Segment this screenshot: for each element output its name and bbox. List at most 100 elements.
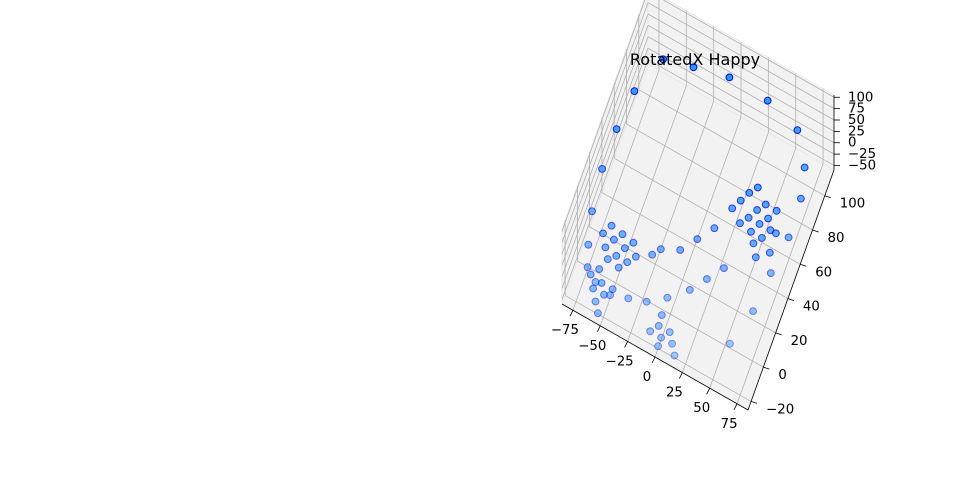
data-point	[726, 339, 734, 348]
z-gridline	[561, 59, 649, 300]
x-gridline	[599, 85, 687, 326]
data-point	[753, 206, 761, 214]
data-point	[607, 221, 616, 230]
data-point	[614, 263, 623, 272]
z-tick-label: −50	[848, 159, 876, 174]
z-tick-label: 75	[848, 102, 865, 117]
data-point	[630, 87, 639, 95]
y-gridline	[626, 123, 813, 231]
y-tick-mark	[787, 298, 795, 301]
data-point	[703, 275, 711, 283]
data-point	[736, 219, 744, 228]
data-point	[589, 284, 597, 293]
data-point	[583, 263, 592, 272]
x-gridline	[627, 101, 715, 342]
data-point	[749, 239, 758, 248]
z-gridline	[647, 2, 835, 109]
z-tick-label: 100	[848, 90, 873, 105]
y-axis-line	[747, 169, 835, 411]
data-point	[612, 252, 621, 260]
data-point	[749, 307, 757, 316]
z-gridline	[647, 59, 835, 166]
y-tick-label: 80	[828, 231, 845, 246]
data-point	[784, 233, 793, 242]
z-tick-label: 25	[848, 124, 865, 139]
z-gridline	[561, 2, 649, 243]
data-point	[793, 126, 802, 135]
data-point	[594, 309, 602, 318]
y-gridline	[614, 157, 801, 265]
x-tick-label: −25	[606, 354, 634, 369]
data-point	[648, 250, 657, 259]
data-point	[656, 245, 665, 254]
x-tick-label: 50	[693, 401, 710, 416]
data-point	[599, 229, 607, 238]
data-point	[665, 328, 674, 337]
x-tick-mark	[651, 356, 656, 364]
data-point	[591, 278, 600, 286]
y-tick-mark	[775, 332, 782, 336]
data-point	[621, 244, 629, 253]
x-tick-label: 75	[721, 417, 738, 432]
data-point	[642, 297, 651, 306]
data-point	[623, 258, 632, 267]
y-gridline	[638, 89, 825, 197]
data-point	[676, 246, 685, 254]
data-point	[595, 265, 604, 274]
data-point	[670, 351, 679, 360]
scatter-points	[583, 55, 809, 360]
data-point	[758, 234, 766, 242]
axes-grid	[561, 0, 835, 404]
x-tick-mark	[706, 387, 711, 395]
x-tick-label: −75	[551, 323, 579, 338]
data-point	[657, 311, 666, 320]
data-point	[766, 269, 775, 278]
data-point	[588, 207, 596, 216]
data-point	[612, 125, 621, 134]
y-tick-mark	[750, 401, 758, 404]
z-gridline	[561, 13, 649, 255]
data-point	[772, 206, 781, 215]
x-tick-label: 0	[643, 370, 651, 385]
data-point	[618, 230, 627, 239]
data-point	[624, 294, 633, 303]
data-point	[753, 183, 762, 192]
y-tick-label: 0	[778, 368, 786, 383]
data-point	[646, 327, 655, 336]
data-point	[685, 286, 694, 294]
y-tick-mark	[824, 195, 831, 199]
data-point	[584, 240, 593, 249]
x-tick-label: −50	[578, 339, 606, 354]
data-point	[606, 291, 614, 300]
data-point	[765, 248, 774, 257]
data-point	[747, 227, 755, 236]
data-point	[663, 293, 672, 302]
axes-ticks: −75−50−250255075−20020406080100−50−25025…	[551, 90, 876, 432]
y-tick-label: 40	[803, 300, 820, 315]
x-tick-mark	[733, 403, 738, 410]
data-point	[744, 213, 753, 222]
data-point	[764, 214, 772, 223]
z-gridline	[647, 47, 835, 155]
data-point	[659, 55, 667, 64]
z-gridline	[561, 25, 649, 266]
data-point	[657, 333, 665, 342]
y-tick-label: 60	[815, 265, 832, 280]
z-gridline	[647, 13, 835, 121]
data-point	[720, 264, 728, 273]
z-tick-label: 0	[848, 136, 856, 151]
z-gridline	[561, 36, 649, 277]
data-point	[601, 243, 610, 252]
data-point	[654, 322, 663, 330]
y-gridline	[589, 226, 776, 334]
y-tick-label: 20	[791, 334, 808, 349]
data-point	[654, 342, 662, 351]
z-gridline	[647, 25, 835, 132]
data-point	[591, 297, 600, 306]
data-point	[668, 339, 676, 348]
y-tick-mark	[763, 366, 770, 370]
x-gridline	[709, 148, 797, 389]
z-tick-label: −25	[848, 147, 876, 162]
